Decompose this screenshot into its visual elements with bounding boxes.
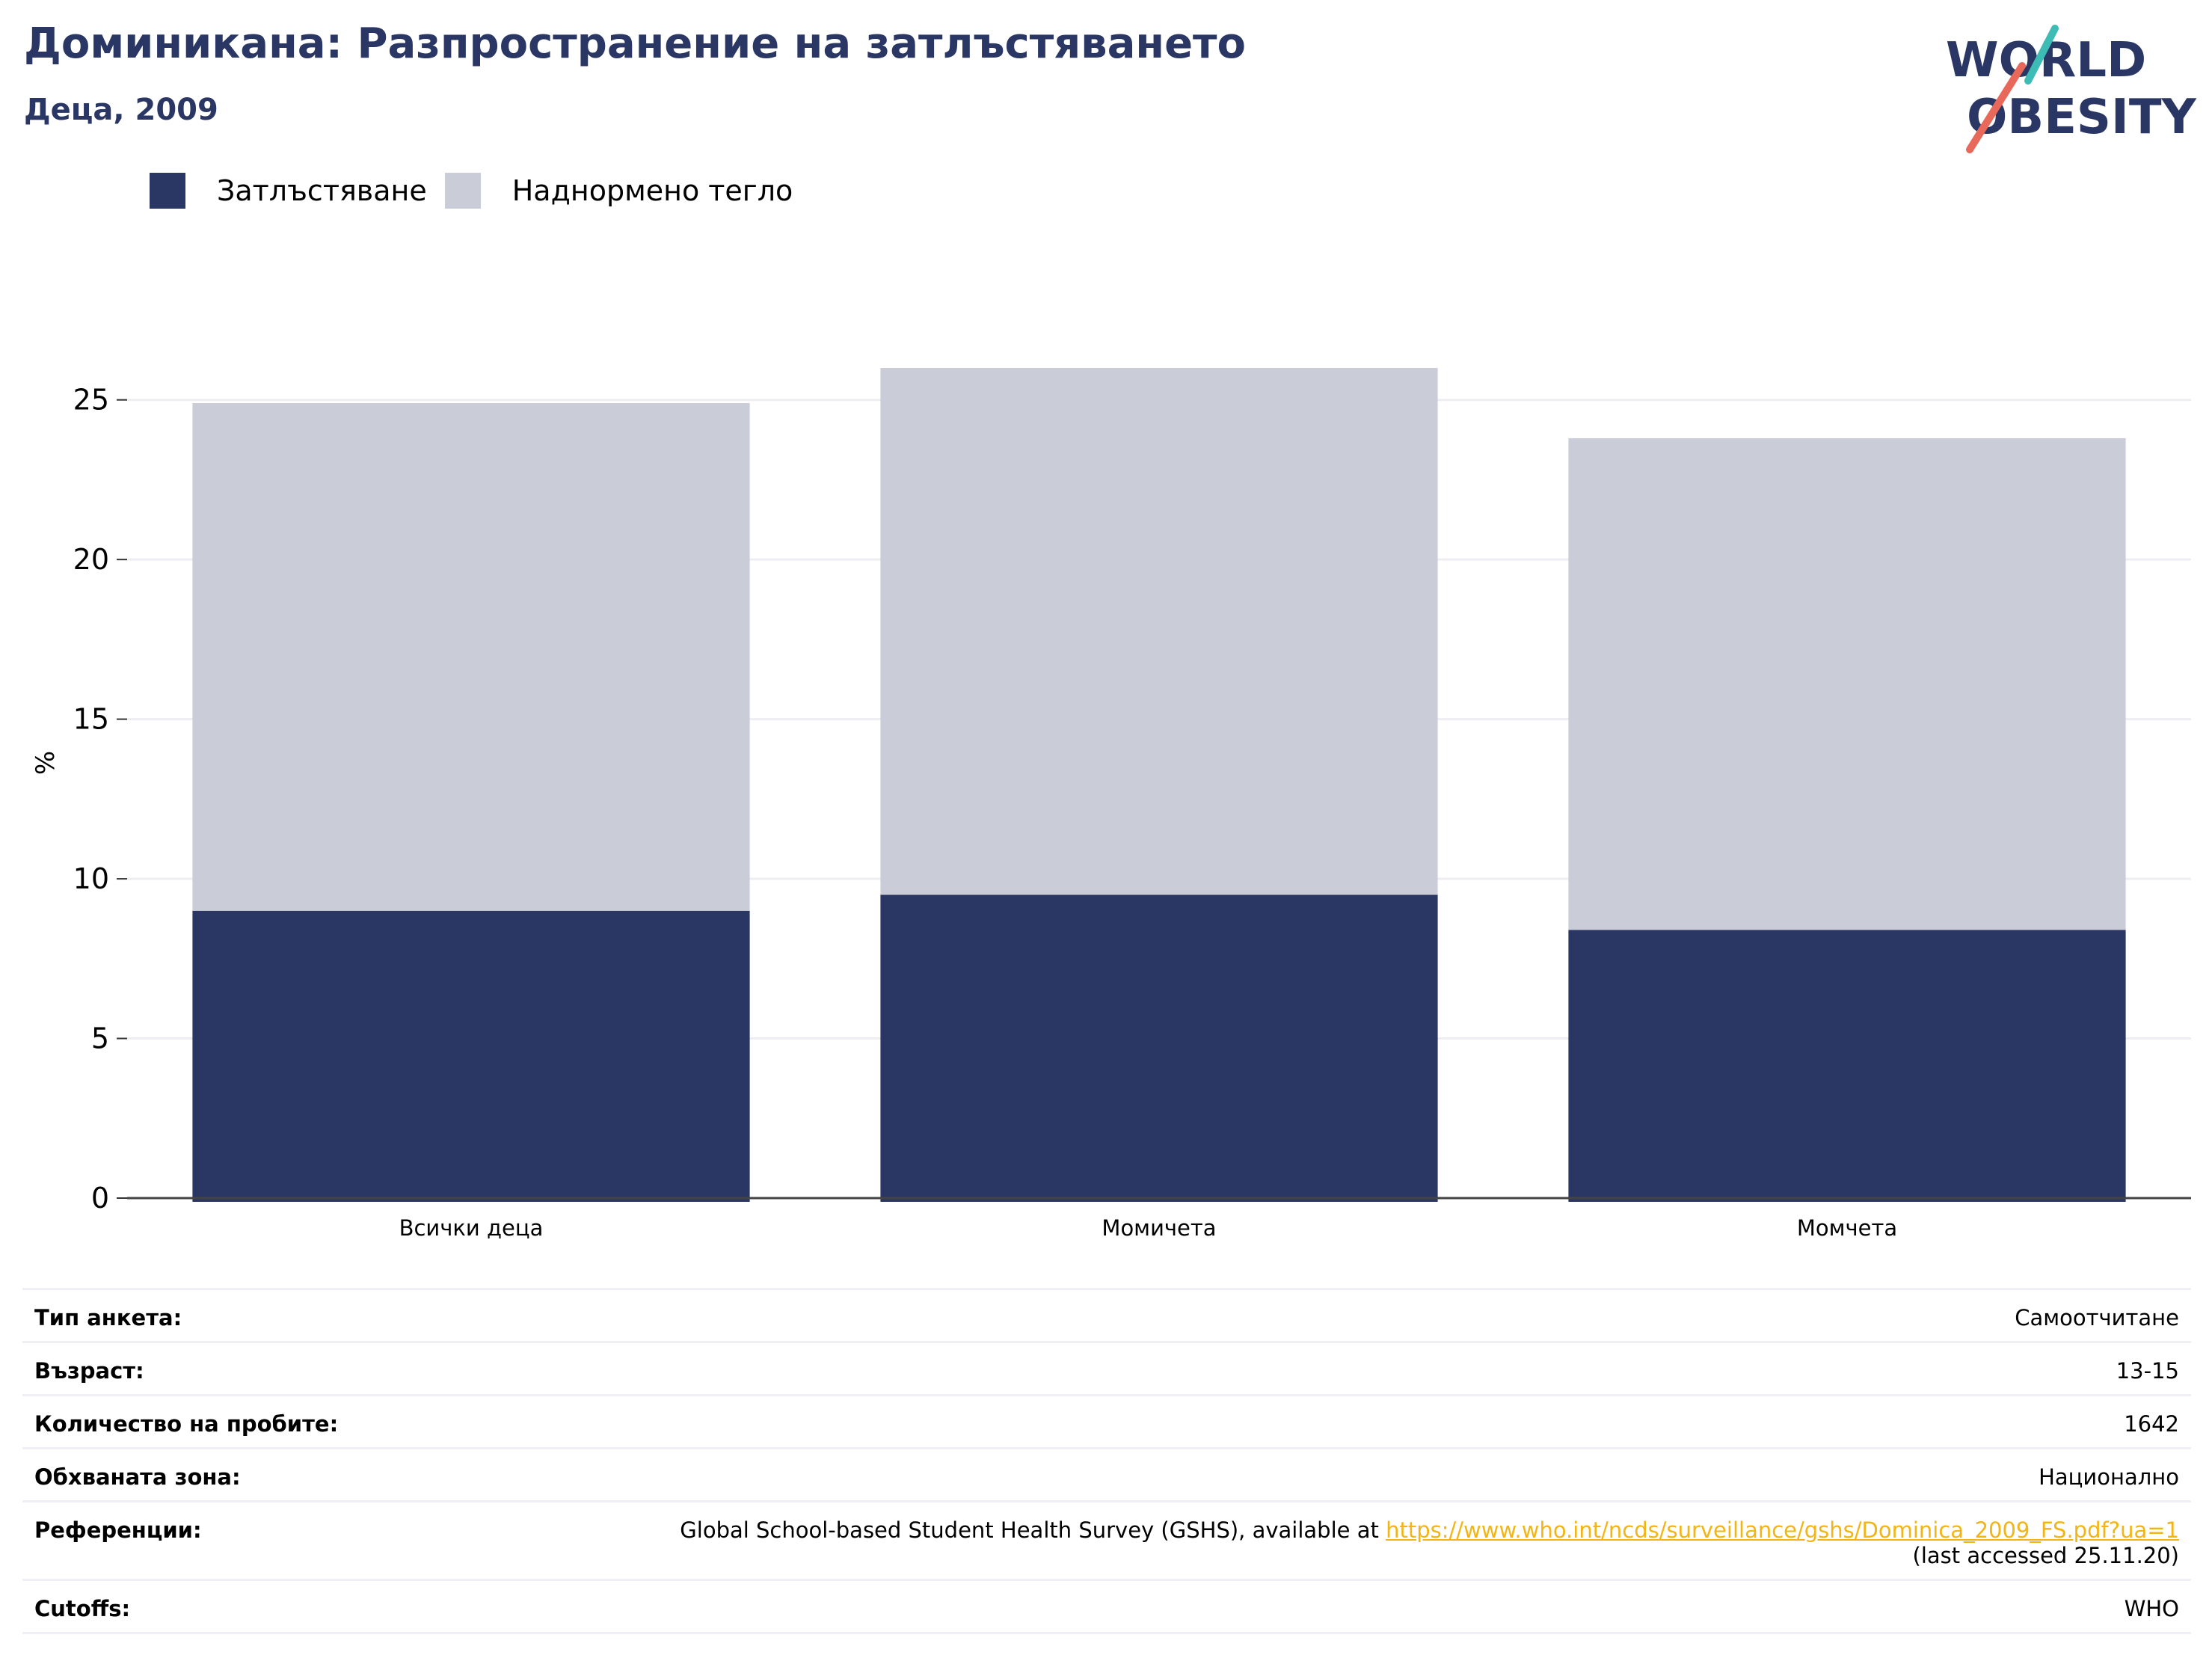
chart-subtitle: Деца, 2009 <box>24 93 218 127</box>
y-tick-label: 10 <box>73 862 109 895</box>
info-value: 1642 <box>2124 1411 2179 1437</box>
bar-overweight[interactable] <box>880 368 1438 895</box>
info-value: WHO <box>2124 1596 2179 1621</box>
reference-text: Global School-based Student Health Surve… <box>680 1517 1386 1543</box>
legend-item-obesity[interactable]: Затлъстяване <box>150 173 427 209</box>
info-row-age: Възраст: 13-15 <box>22 1341 2191 1394</box>
y-axis-label: % <box>31 751 61 775</box>
info-value: 13-15 <box>2116 1358 2179 1384</box>
chart-legend: Затлъстяване Наднормено тегло <box>150 172 811 209</box>
y-tick-label: 20 <box>73 543 109 576</box>
stacked-bar-chart: 0 5 10 15 20 25 Всички деца Момичета Момчета % <box>31 368 2191 1241</box>
x-tick-label: Момчета <box>1797 1215 1897 1241</box>
y-tick-label: 25 <box>73 384 109 417</box>
x-tick-label: Момичета <box>1102 1215 1216 1241</box>
bar-overweight[interactable] <box>192 402 750 911</box>
info-value: Национално <box>2039 1464 2179 1490</box>
info-row-area-covered: Обхваната зона: Национално <box>22 1447 2191 1500</box>
info-label: Тип анкета: <box>34 1305 182 1330</box>
info-label: Референции: <box>34 1517 202 1543</box>
reference-value: Global School-based Student Health Surve… <box>680 1502 2191 1568</box>
reference-link[interactable]: https://www.who.int/ncds/surveillance/gs… <box>1386 1517 2179 1543</box>
info-row-references: Референции: Global School-based Student … <box>22 1500 2191 1579</box>
info-label: Възраст: <box>34 1358 144 1384</box>
x-tick-label: Всички деца <box>399 1215 544 1241</box>
logo-teal-slash <box>2024 25 2059 85</box>
info-row-cutoffs: Cutoffs: WHO <box>22 1579 2191 1634</box>
y-tick-label: 15 <box>73 703 109 736</box>
logo-coral-slash <box>1966 62 2026 153</box>
info-row-survey-type: Тип анкета: Самоотчитане <box>22 1288 2191 1341</box>
bar-obesity[interactable] <box>1568 930 2126 1202</box>
bars <box>192 368 2126 1202</box>
legend-swatch-overweight <box>444 173 481 209</box>
bar-overweight[interactable] <box>1568 438 2126 930</box>
bar-obesity[interactable] <box>880 894 1438 1202</box>
y-tick-label: 0 <box>91 1182 109 1215</box>
info-value: Самоотчитане <box>2015 1305 2179 1330</box>
info-label: Количество на пробите: <box>34 1411 339 1437</box>
reference-suffix: (last accessed 25.11.20) <box>1912 1543 2179 1568</box>
bar-obesity[interactable] <box>192 910 750 1202</box>
info-row-sample-size: Количество на пробите: 1642 <box>22 1394 2191 1447</box>
legend-label-overweight: Наднормено тегло <box>511 174 793 207</box>
y-tick-label: 5 <box>91 1022 109 1055</box>
legend-swatch-obesity <box>150 173 185 209</box>
legend-label-obesity: Затлъстяване <box>217 174 427 207</box>
survey-info-table: Тип анкета: Самоотчитане Възраст: 13-15 … <box>22 1288 2191 1634</box>
info-label: Обхваната зона: <box>34 1464 241 1490</box>
axes: 0 5 10 15 20 25 Всички деца Момичета Момчета <box>73 384 2191 1241</box>
chart-title: Доминикана: Разпространение на затлъстяв… <box>24 19 1246 68</box>
legend-item-overweight[interactable]: Наднормено тегло <box>444 173 793 209</box>
info-label: Cutoffs: <box>34 1596 131 1621</box>
world-obesity-logo: WORLD OBESITY <box>1946 25 2196 153</box>
